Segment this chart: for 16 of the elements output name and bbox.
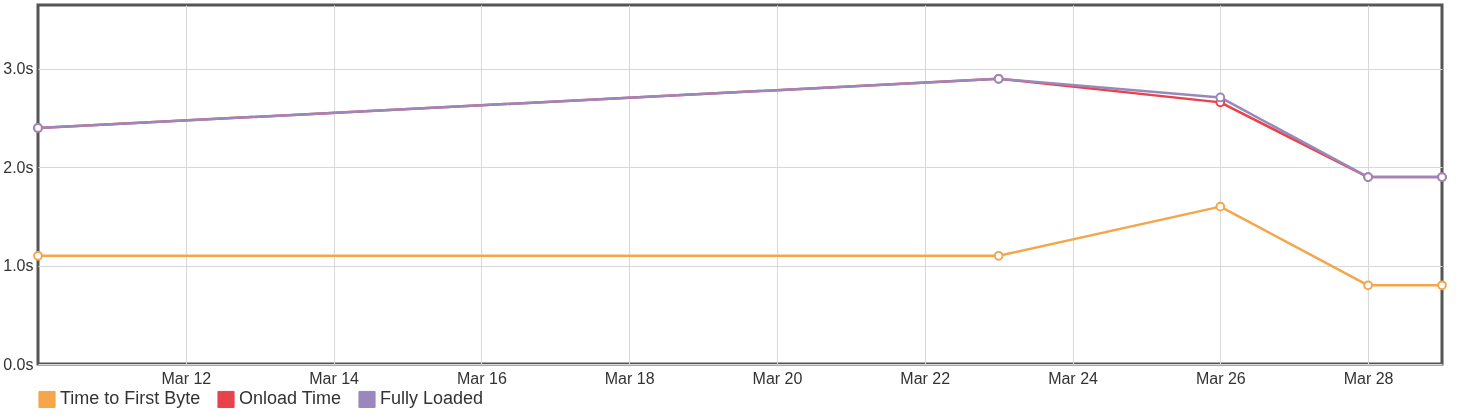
x-tick-label: Mar 12 xyxy=(161,369,212,387)
y-tick-label: 3.0s xyxy=(3,60,34,78)
x-tick-label: Mar 20 xyxy=(752,369,803,387)
legend-label: Fully Loaded xyxy=(380,388,484,409)
x-tick-label: Mar 22 xyxy=(900,369,951,387)
x-tick-label: Mar 24 xyxy=(1048,369,1099,387)
y-tick-label: 0.0s xyxy=(3,355,34,373)
y-tick-label: 2.0s xyxy=(3,158,34,176)
x-tick-label: Mar 14 xyxy=(309,369,360,387)
x-tick-label: Mar 26 xyxy=(1195,369,1246,387)
x-tick-label: Mar 18 xyxy=(604,369,655,387)
y-tick-label: 1.0s xyxy=(3,257,34,275)
legend-label: Time to First Byte xyxy=(60,388,201,409)
x-tick-label: Mar 28 xyxy=(1343,369,1394,387)
legend-label: Onload Time xyxy=(239,388,342,409)
x-tick-label: Mar 16 xyxy=(456,369,507,387)
